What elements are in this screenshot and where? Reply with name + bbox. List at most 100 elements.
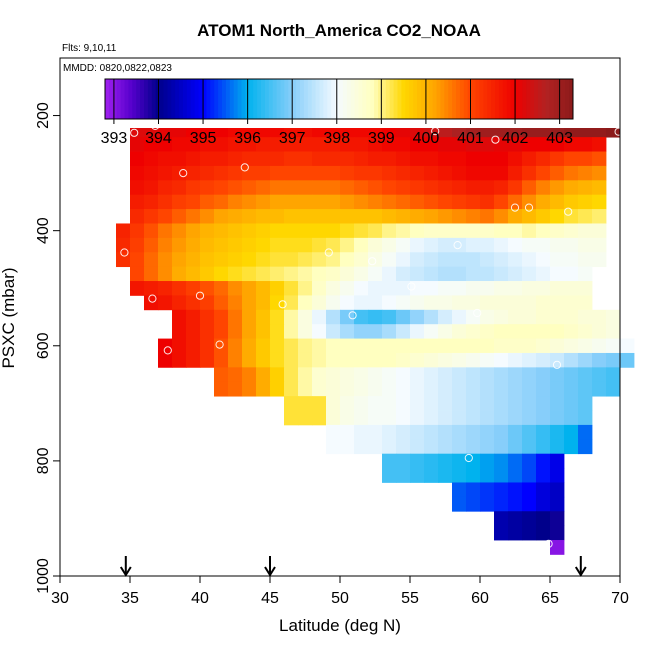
heatmap-cell <box>186 338 201 354</box>
heatmap-cell <box>396 209 411 224</box>
heatmap-cell <box>424 137 439 152</box>
heatmap-cell <box>508 482 523 498</box>
colorbar-segment <box>370 79 375 119</box>
heatmap-cell <box>382 180 397 196</box>
heatmap-cell <box>368 410 383 426</box>
colorbar-segment <box>323 79 328 119</box>
heatmap-cell <box>340 367 355 383</box>
heatmap-cell <box>564 367 579 383</box>
heatmap-cell <box>508 424 523 440</box>
heatmap-cell <box>424 209 439 224</box>
colorbar-segment <box>487 79 492 119</box>
heatmap-cell <box>172 223 187 239</box>
heatmap-cell <box>494 381 509 397</box>
heatmap-cell <box>158 281 173 296</box>
heatmap-cell <box>256 151 271 167</box>
heatmap-cell <box>522 237 537 253</box>
heatmap-cell <box>522 439 537 455</box>
heatmap-cell <box>550 252 565 268</box>
heatmap-cell <box>578 281 593 296</box>
heatmap-cell <box>396 165 411 181</box>
heatmap-cell <box>550 165 565 181</box>
heatmap-cell <box>410 137 425 152</box>
colorbar-segment <box>194 79 200 119</box>
colorbar-segment <box>183 79 188 119</box>
heatmap-cell <box>494 439 509 455</box>
heatmap-cell <box>550 396 565 411</box>
heatmap-cell <box>284 281 299 296</box>
heatmap-cell <box>270 151 285 167</box>
heatmap-cell <box>522 180 537 196</box>
heatmap-cell <box>298 266 313 282</box>
heatmap-cell <box>270 209 285 224</box>
heatmap-cell <box>396 352 411 368</box>
heatmap-cell <box>312 352 327 368</box>
heatmap-cell <box>494 151 509 167</box>
heatmap-cell <box>340 252 355 268</box>
y-tick-label: 600 <box>35 332 52 359</box>
heatmap-cell <box>494 252 509 268</box>
heatmap-cell <box>354 367 369 383</box>
heatmap-cell <box>396 266 411 282</box>
heatmap-cell <box>382 165 397 181</box>
heatmap-cell <box>494 194 509 210</box>
heatmap-cell <box>550 352 565 368</box>
heatmap-cell <box>494 165 509 181</box>
flights-label: Flts: 9,10,11 <box>62 43 117 54</box>
colorbar-segment <box>518 79 523 119</box>
heatmap-cell <box>368 338 383 354</box>
heatmap-cell <box>340 324 355 339</box>
heatmap-cell <box>424 424 439 440</box>
heatmap-cell <box>578 424 593 440</box>
heatmap-cell <box>396 468 411 483</box>
heatmap-cell <box>536 424 551 440</box>
heatmap-cell <box>466 281 481 296</box>
colorbar-segment <box>514 79 519 119</box>
colorbar-segment <box>155 79 161 119</box>
colorbar-segment <box>385 79 391 119</box>
heatmap-cell <box>382 266 397 282</box>
heatmap-cell <box>368 180 383 196</box>
heatmap-cell <box>536 209 551 224</box>
heatmap-cell <box>480 367 495 383</box>
heatmap-cell <box>424 439 439 455</box>
colorbar-tick-label: 401 <box>457 130 484 147</box>
heatmap-cell <box>480 295 495 311</box>
heatmap-cell <box>452 367 467 383</box>
heatmap-cell <box>200 281 215 296</box>
heatmap-cell <box>410 252 425 268</box>
heatmap-cell <box>340 180 355 196</box>
heatmap-cell <box>228 324 243 339</box>
heatmap-cell <box>592 237 607 253</box>
heatmap-cell <box>578 223 593 239</box>
heatmap-cell <box>466 295 481 311</box>
heatmap-cell <box>522 223 537 239</box>
heatmap-cell <box>592 338 607 354</box>
colorbar-segment <box>522 79 527 119</box>
colorbar-segment <box>303 79 309 119</box>
heatmap-cell <box>368 237 383 253</box>
heatmap-cell <box>466 223 481 239</box>
colorbar-segment <box>105 79 110 119</box>
heatmap-cell <box>382 324 397 339</box>
heatmap-cell <box>466 468 481 483</box>
heatmap-cell <box>270 295 285 311</box>
sample-point <box>179 169 188 178</box>
colorbar-segment <box>116 79 122 119</box>
heatmap-cell <box>410 295 425 311</box>
colorbar-segment <box>506 79 512 119</box>
colorbar-segment <box>452 79 457 119</box>
heatmap-cell <box>396 252 411 268</box>
heatmap-cell <box>424 237 439 253</box>
y-axis-label: PSXC (mbar) <box>0 267 18 368</box>
heatmap-cell <box>480 309 495 325</box>
heatmap-cell <box>144 223 159 239</box>
heatmap-cell <box>340 352 355 368</box>
heatmap-cell <box>438 352 453 368</box>
colorbar-segment <box>261 79 266 119</box>
heatmap-cell <box>410 223 425 239</box>
heatmap-cell <box>452 381 467 397</box>
heatmap-cell <box>438 266 453 282</box>
down-arrow-icon <box>264 566 276 577</box>
heatmap-cell <box>452 453 467 469</box>
